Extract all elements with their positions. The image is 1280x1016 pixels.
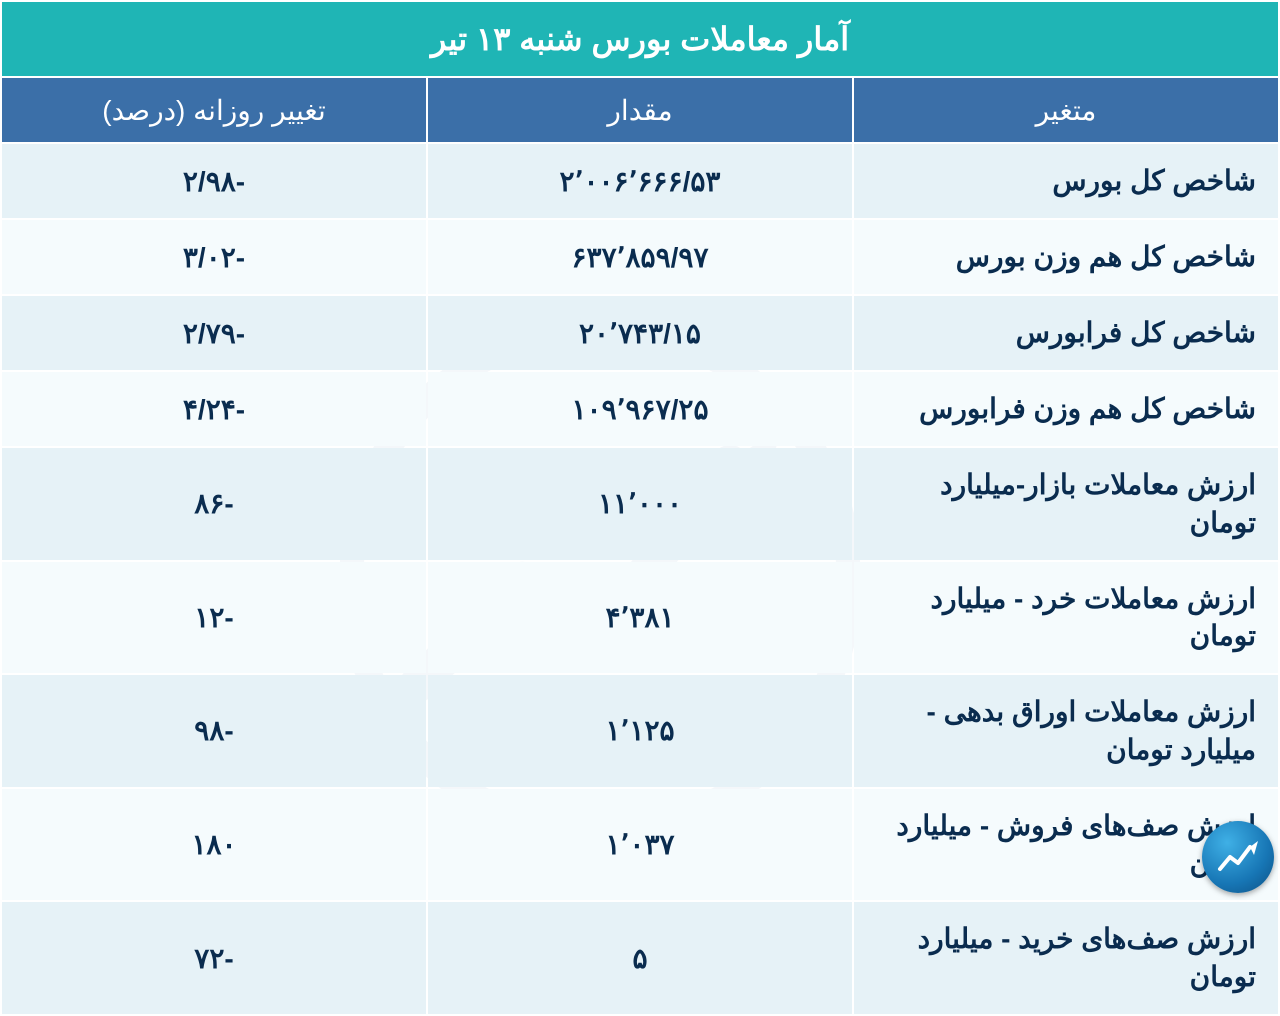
cell-change: -۲/۹۸ [2,144,426,218]
cell-change: -۴/۲۴ [2,372,426,446]
cell-value: ۱۰۹٬۹۶۷/۲۵ [428,372,852,446]
cell-value: ۴٬۳۸۱ [428,562,852,674]
cell-variable: شاخص کل هم وزن بورس [854,220,1278,294]
table-row: شاخص کل فرابورس ۲۰٬۷۴۳/۱۵ -۲/۷۹ [2,296,1278,370]
cell-variable: ارزش معاملات خرد - میلیارد تومان [854,562,1278,674]
cell-value: ۲۰٬۷۴۳/۱۵ [428,296,852,370]
cell-value: ۱٬۱۲۵ [428,675,852,787]
stats-table-container: آمار معاملات بورس شنبه ۱۳ تیر متغیر مقدا… [0,0,1280,883]
cell-change: -۱۲ [2,562,426,674]
table-row: ارزش معاملات خرد - میلیارد تومان ۴٬۳۸۱ -… [2,562,1278,674]
table-row: ارزش معاملات بازار-میلیارد تومان ۱۱٬۰۰۰ … [2,448,1278,560]
cell-change: -۲/۷۹ [2,296,426,370]
cell-change: ۱۸۰ [2,789,426,901]
cell-variable: شاخص کل فرابورس [854,296,1278,370]
cell-change: -۷۲ [2,902,426,1014]
cell-value: ۶۳۷٬۸۵۹/۹۷ [428,220,852,294]
cell-variable: شاخص کل هم وزن فرابورس [854,372,1278,446]
cell-change: -۹۸ [2,675,426,787]
cell-variable: شاخص کل بورس [854,144,1278,218]
brand-logo [1202,821,1274,893]
cell-value: ۱۱٬۰۰۰ [428,448,852,560]
cell-value: ۲٬۰۰۶٬۶۶۶/۵۳ [428,144,852,218]
col-header-change: تغییر روزانه (درصد) [2,78,426,142]
table-row: ارزش معاملات اوراق بدهی - میلیارد تومان … [2,675,1278,787]
col-header-variable: متغیر [854,78,1278,142]
cell-variable: ارزش معاملات اوراق بدهی - میلیارد تومان [854,675,1278,787]
cell-change: -۸۶ [2,448,426,560]
cell-value: ۵ [428,902,852,1014]
col-header-value: مقدار [428,78,852,142]
cell-value: ۱٬۰۳۷ [428,789,852,901]
cell-variable: ارزش معاملات بازار-میلیارد تومان [854,448,1278,560]
table-row: ارزش صف‌های فروش - میلیارد تومان ۱٬۰۳۷ ۱… [2,789,1278,901]
chart-trend-icon [1214,833,1262,881]
table-row: ارزش صف‌های خرید - میلیارد تومان ۵ -۷۲ [2,902,1278,1014]
table-row: شاخص کل بورس ۲٬۰۰۶٬۶۶۶/۵۳ -۲/۹۸ [2,144,1278,218]
table-title-row: آمار معاملات بورس شنبه ۱۳ تیر [2,2,1278,76]
cell-variable: ارزش صف‌های خرید - میلیارد تومان [854,902,1278,1014]
table-row: شاخص کل هم وزن بورس ۶۳۷٬۸۵۹/۹۷ -۳/۰۲ [2,220,1278,294]
cell-change: -۳/۰۲ [2,220,426,294]
stock-stats-table: آمار معاملات بورس شنبه ۱۳ تیر متغیر مقدا… [0,0,1280,1016]
table-row: شاخص کل هم وزن فرابورس ۱۰۹٬۹۶۷/۲۵ -۴/۲۴ [2,372,1278,446]
table-header-row: متغیر مقدار تغییر روزانه (درصد) [2,78,1278,142]
table-title: آمار معاملات بورس شنبه ۱۳ تیر [2,2,1278,76]
